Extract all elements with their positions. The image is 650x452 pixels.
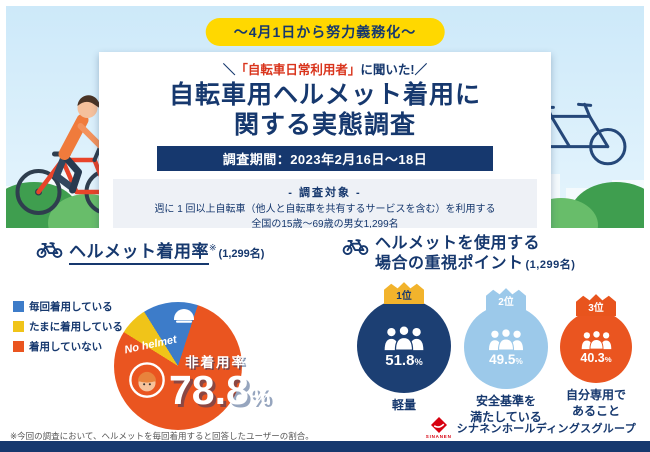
survey-title-line1: 自転車用ヘルメット着用に <box>168 81 481 109</box>
no-helmet-icon <box>129 362 165 399</box>
priority-title-line1: ヘルメットを使用する <box>375 235 541 252</box>
rank-percentage: 51.8% <box>385 352 422 369</box>
rank-percentage: 40.3% <box>580 351 611 365</box>
survey-target-heading: - 調査対象 - <box>288 187 362 199</box>
rank-unit: % <box>515 356 523 366</box>
legend-item-never: 着用していない <box>13 339 123 354</box>
wearing-rate-title: ヘルメット着用率 <box>69 242 209 265</box>
rank-unit: % <box>414 356 423 367</box>
priority-title-line2: 場合の重視ポイント <box>375 255 524 272</box>
wearing-rate-title-wrap: ヘルメット着用率※(1,299名) <box>69 237 265 265</box>
legend-label: たまに着用している <box>29 321 123 333</box>
header-scene: 〜4月1日から努力義務化〜 ＼「自転車日常利用者」に聞いた!／ 自転車用ヘルメッ… <box>6 6 644 228</box>
legend-label: 着用していない <box>29 341 103 353</box>
legend-label: 毎回着用している <box>29 301 113 313</box>
ranking-item-1: 1位 51.8% 軽量 <box>352 281 456 414</box>
cyclist-illustration <box>15 95 131 215</box>
tagline-highlight: 「自転車日常利用者」 <box>235 63 361 77</box>
survey-target-line2: 全国の15歳〜69歳の男女1,299名 <box>251 219 399 228</box>
priority-title: ヘルメットを使用する 場合の重視ポイント (1,299名) <box>375 234 575 274</box>
people-icon <box>581 330 611 350</box>
effort-duty-badge: 〜4月1日から努力義務化〜 <box>205 18 445 46</box>
company-logo: SINANEN シナネンホールディングスグループ <box>426 417 636 439</box>
rank-caption: 軽量 <box>391 398 416 412</box>
rank-caption: 安全基準を 満たしている <box>470 394 542 424</box>
people-icon <box>488 328 524 351</box>
priority-header: ヘルメットを使用する 場合の重視ポイント (1,299名) <box>342 234 575 274</box>
crown-badge-icon: 3位 <box>576 294 616 316</box>
survey-target-line1: 週に 1 回以上自転車（他人と自転車を共有するサービスを含む）を利用する <box>154 204 496 215</box>
non-wearing-label: 非着用率 <box>185 355 247 370</box>
people-icon <box>384 324 424 351</box>
tagline-prefix: ＼ <box>222 63 236 77</box>
bottom-bar <box>0 441 650 452</box>
note-mark: ※ <box>209 242 217 253</box>
tagline-suffix: に聞いた!／ <box>360 63 428 77</box>
rank-value: 49.5 <box>489 352 516 367</box>
survey-target-box: - 調査対象 - 週に 1 回以上自転車（他人と自転車を共有するサービスを含む）… <box>113 179 537 228</box>
ranking-item-2: 2位 49.5% 安全基準を 満たしている <box>458 287 554 425</box>
rank-label: 3位 <box>588 303 604 314</box>
wearing-rate-header: ヘルメット着用率※(1,299名) <box>36 237 265 265</box>
rank-percentage: 49.5% <box>489 352 523 367</box>
survey-title-card: ＼「自転車日常利用者」に聞いた!／ 自転車用ヘルメット着用に 関する実態調査 調査… <box>99 52 551 228</box>
bicycle-icon <box>342 239 369 255</box>
rank-caption: 自分専用で あること <box>565 388 626 418</box>
survey-footnote: ※今回の調査において、ヘルメットを毎回着用すると回答したユーザーの割合。 <box>10 431 314 441</box>
rank-label: 1位 <box>396 291 412 302</box>
helmet-usage-pie-chart <box>114 302 242 430</box>
non-wearing-result: 非着用率 78.8% <box>128 351 271 411</box>
ranking-circle-3: 40.3% <box>560 311 632 383</box>
priority-sample-size: (1,299名) <box>525 259 576 271</box>
legend-swatch-blue <box>13 301 24 312</box>
non-wearing-number: 78.8 <box>169 367 249 413</box>
sinanen-logo-text: SINANEN <box>425 434 452 439</box>
rank-value: 40.3 <box>580 351 605 365</box>
crown-badge-icon: 1位 <box>384 282 424 304</box>
survey-title-line2: 関する実態調査 <box>233 111 416 139</box>
pie-legend: 毎回着用している たまに着用している 着用していない <box>13 299 123 359</box>
sinanen-logo-icon <box>430 417 447 433</box>
crown-badge-icon: 2位 <box>486 288 526 310</box>
bicycle-icon <box>36 242 63 258</box>
rank-label: 2位 <box>498 297 514 308</box>
survey-period-bar: 調査期間：2023年2月16日〜18日 <box>157 146 493 171</box>
ranking-circle-2: 49.5% <box>464 305 548 389</box>
legend-swatch-yellow <box>13 321 24 332</box>
rank-unit: % <box>604 355 612 364</box>
non-wearing-value: 78.8% <box>169 370 271 411</box>
helmet-icon <box>174 309 194 323</box>
rank-value: 51.8 <box>385 351 415 369</box>
non-wearing-unit: % <box>248 383 271 410</box>
ranking-circle-1: 51.8% <box>357 299 451 393</box>
sinanen-logo-mark: SINANEN <box>426 417 452 439</box>
legend-item-always: 毎回着用している <box>13 299 123 314</box>
non-wearing-text: 非着用率 78.8% <box>169 351 271 411</box>
wearing-rate-sample-size: (1,299名) <box>218 248 265 260</box>
survey-title: 自転車用ヘルメット着用に 関する実態調査 <box>99 80 551 140</box>
company-name: シナネンホールディングスグループ <box>456 423 636 435</box>
legend-swatch-orange <box>13 341 24 352</box>
legend-item-sometimes: たまに着用している <box>13 319 123 334</box>
ranking-item-3: 3位 40.3% 自分専用で あること <box>552 293 640 419</box>
survey-tagline: ＼「自転車日常利用者」に聞いた!／ <box>99 59 551 78</box>
